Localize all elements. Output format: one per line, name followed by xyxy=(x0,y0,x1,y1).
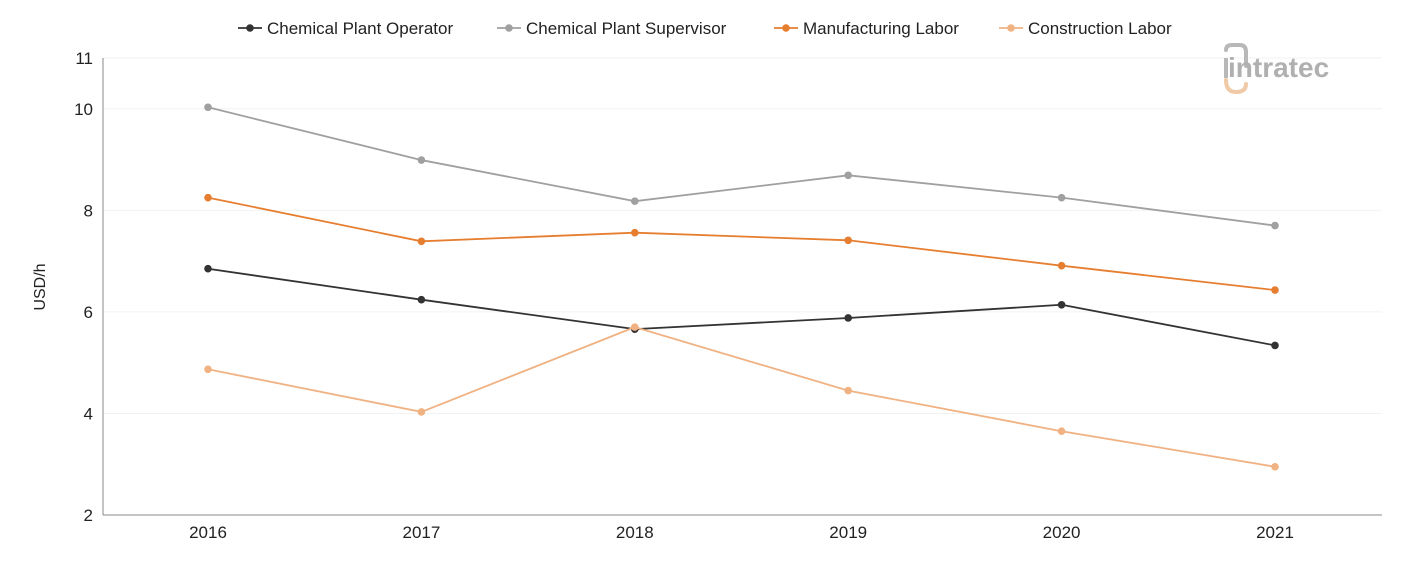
y-tick-labels: 2 4 6 8 10 11 xyxy=(74,49,93,525)
data-point xyxy=(1271,286,1279,294)
legend-item: Chemical Plant Supervisor xyxy=(497,19,727,38)
data-point xyxy=(417,408,426,416)
legend-label: Construction Labor xyxy=(1028,19,1172,38)
legend: Chemical Plant Operator Chemical Plant Su… xyxy=(238,19,1172,38)
y-tick-label: 11 xyxy=(75,49,93,68)
data-point xyxy=(204,365,212,374)
x-tick-label: 2021 xyxy=(1256,523,1294,542)
series-chemical-plant-supervisor xyxy=(204,103,1279,230)
y-tick-label: 8 xyxy=(84,201,93,220)
data-point xyxy=(1057,300,1066,309)
x-tick-label: 2018 xyxy=(616,523,654,542)
logo-mark-icon xyxy=(1224,43,1248,68)
y-tick-label: 4 xyxy=(84,404,93,423)
series-chemical-plant-operator xyxy=(204,264,1279,350)
legend-label: Chemical Plant Operator xyxy=(267,19,453,38)
series-line xyxy=(207,267,1276,347)
axes xyxy=(102,58,1382,516)
y-tick-label: 6 xyxy=(84,303,93,322)
y-tick-label: 2 xyxy=(84,506,93,525)
x-tick-labels: 2016 2017 2018 2019 2020 2021 xyxy=(189,523,1294,542)
x-tick-label: 2017 xyxy=(402,523,440,542)
legend-item: Chemical Plant Operator xyxy=(238,19,453,38)
data-point xyxy=(1057,193,1066,202)
series-line xyxy=(207,196,1276,291)
data-point xyxy=(844,236,852,245)
logo-text: intratec xyxy=(1228,52,1329,83)
data-point xyxy=(1271,221,1279,230)
data-point xyxy=(204,103,212,112)
legend-swatch-marker xyxy=(1007,24,1015,32)
legend-item: Construction Labor xyxy=(999,19,1172,38)
logo-mark-dot xyxy=(1224,58,1228,78)
grid-lines xyxy=(103,57,1382,414)
series-construction-labor xyxy=(204,323,1279,471)
data-point xyxy=(844,171,852,180)
data-point xyxy=(1057,427,1066,436)
series-line xyxy=(207,106,1276,227)
legend-item: Manufacturing Labor xyxy=(774,19,959,38)
data-point xyxy=(1271,341,1279,350)
legend-label: Manufacturing Labor xyxy=(803,19,959,38)
data-point xyxy=(417,156,426,164)
legend-label: Chemical Plant Supervisor xyxy=(526,19,727,38)
data-point xyxy=(417,295,426,304)
series-line xyxy=(207,326,1276,468)
data-point xyxy=(631,228,639,237)
logo-mark-icon-lower xyxy=(1224,78,1248,95)
y-axis-label: USD/h xyxy=(32,263,49,310)
legend-swatch-marker xyxy=(505,24,513,32)
x-tick-label: 2019 xyxy=(829,523,867,542)
series-lines xyxy=(204,103,1279,471)
data-point xyxy=(204,193,212,202)
y-tick-label: 10 xyxy=(74,100,93,119)
data-point xyxy=(844,386,852,395)
legend-swatch-marker xyxy=(246,24,254,32)
data-point xyxy=(844,314,852,322)
intratec-logo: intratec xyxy=(1224,43,1329,95)
data-point xyxy=(1057,261,1066,270)
data-point xyxy=(631,323,639,331)
data-point xyxy=(1271,462,1279,471)
x-tick-label: 2016 xyxy=(189,523,227,542)
series-manufacturing-labor xyxy=(204,193,1279,294)
legend-swatch-marker xyxy=(782,24,790,32)
data-point xyxy=(204,264,212,273)
x-tick-label: 2020 xyxy=(1043,523,1081,542)
data-point xyxy=(631,197,639,205)
data-point xyxy=(417,237,426,246)
